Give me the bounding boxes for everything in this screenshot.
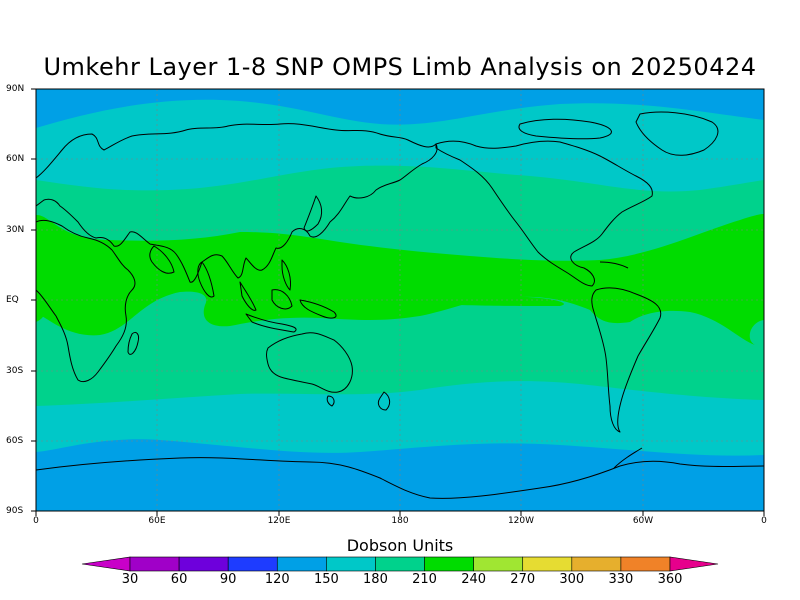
band-180-210 [440, 295, 564, 306]
colorbar-swatch [571, 556, 622, 572]
colorbar-swatch [424, 556, 474, 572]
ozone-map [31, 88, 765, 516]
colorbar-swatch [620, 556, 671, 572]
colorbar-label: 270 [510, 572, 536, 587]
colorbar-under-triangle [81, 556, 131, 572]
y-tick-label: 60S [6, 436, 24, 446]
colorbar-title: Dobson Units [346, 536, 454, 555]
colorbar-swatch [178, 556, 229, 572]
colorbar-label: 330 [608, 572, 634, 587]
colorbar-label: 30 [121, 572, 139, 587]
map-title: Umkehr Layer 1-8 SNP OMPS Limb Analysis … [43, 53, 757, 81]
y-tick-label: EQ [6, 295, 19, 305]
colorbar-swatch [129, 556, 180, 572]
y-tick-label: 90S [6, 506, 24, 516]
x-tick-label: 180 [391, 516, 409, 526]
colorbar-swatch [326, 556, 376, 572]
colorbar-label: 210 [412, 572, 437, 587]
y-tick-label: 30S [6, 366, 24, 376]
y-tick-label: 30N [6, 225, 25, 235]
graticule [36, 89, 764, 511]
colorbar-label: 180 [363, 572, 388, 587]
colorbar-label: 120 [264, 572, 290, 587]
colorbar-over-triangle [669, 556, 719, 572]
colorbar-swatch [276, 556, 327, 572]
y-tick-label: 90N [6, 84, 25, 94]
x-tick-label: 120E [267, 516, 291, 526]
x-tick-label: 0 [761, 516, 767, 526]
colorbar-label: 240 [461, 572, 487, 587]
colorbar-label: 60 [170, 572, 188, 587]
colorbar-swatch [227, 556, 278, 572]
band-180-210 [36, 290, 47, 322]
x-tick-label: 0 [33, 516, 39, 526]
colorbar-swatch [522, 556, 573, 572]
colorbar-swatch [375, 556, 425, 572]
y-tick-label: 60N [6, 154, 25, 164]
colorbar-label: 90 [219, 572, 237, 587]
axis-ticks [31, 88, 765, 516]
colorbar-label: 150 [313, 572, 339, 587]
x-tick-label: 120W [507, 516, 535, 526]
colorbar-label: 360 [657, 572, 683, 587]
x-tick-label: 60E [148, 516, 166, 526]
coastlines [36, 111, 764, 499]
colorbar-swatch [473, 556, 524, 572]
x-tick-label: 60W [632, 516, 654, 526]
colorbar-label: 300 [559, 572, 585, 587]
